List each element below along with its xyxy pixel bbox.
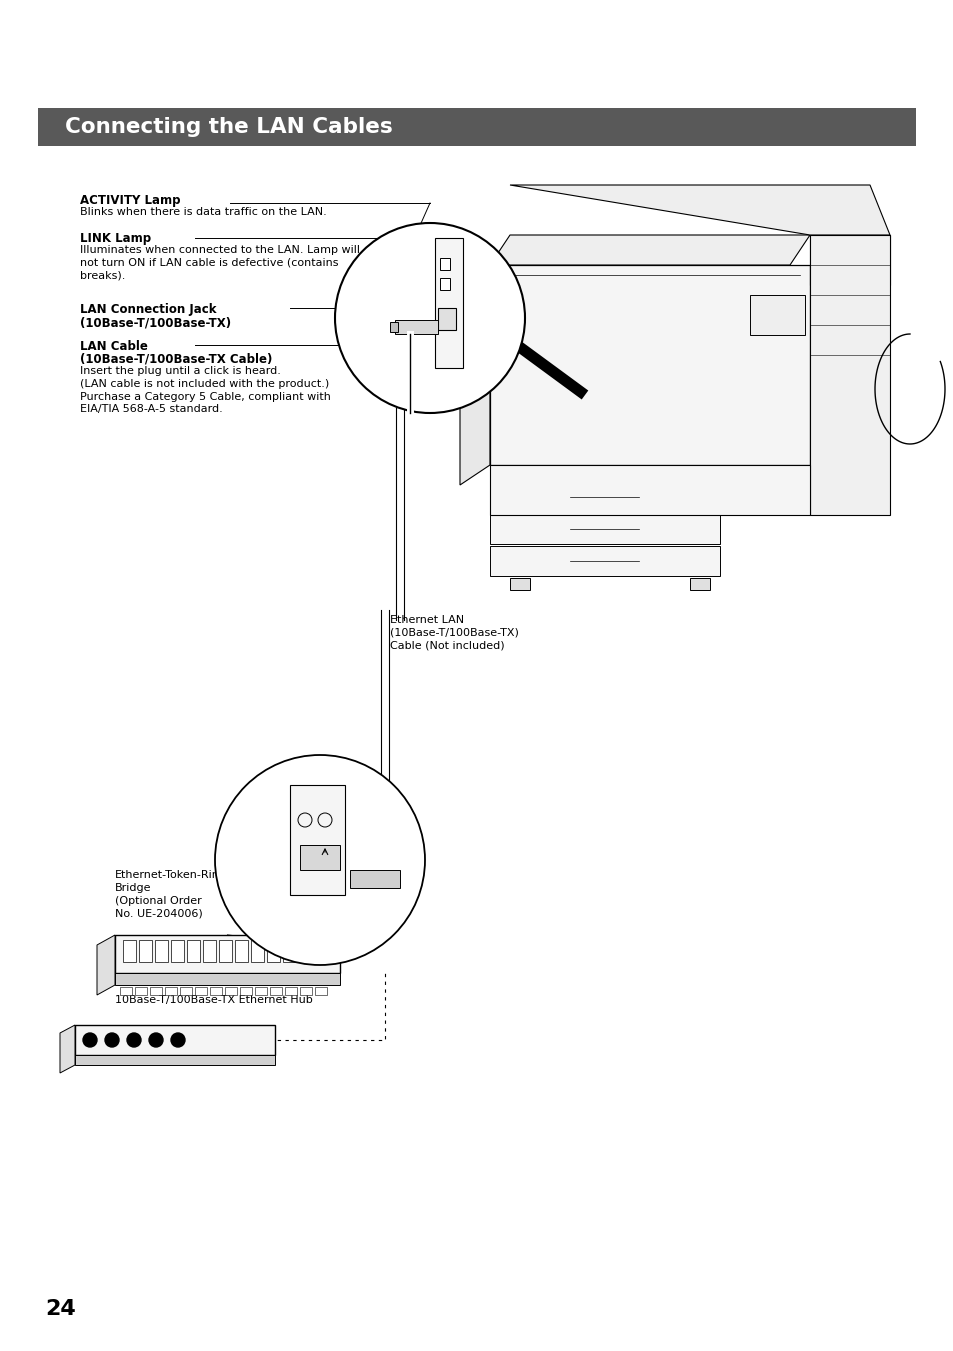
Bar — [234, 940, 248, 962]
Bar — [390, 322, 397, 332]
Circle shape — [105, 1034, 119, 1047]
Bar — [194, 988, 207, 994]
Bar — [135, 988, 147, 994]
Text: LAN Connection Jack: LAN Connection Jack — [80, 303, 216, 316]
Circle shape — [127, 1034, 141, 1047]
Text: Illuminates when connected to the LAN. Lamp will
not turn ON if LAN cable is def: Illuminates when connected to the LAN. L… — [80, 245, 359, 281]
Bar — [299, 844, 339, 870]
Bar — [75, 1055, 274, 1065]
Bar — [210, 988, 222, 994]
Bar — [240, 988, 252, 994]
Bar — [180, 988, 192, 994]
Bar — [150, 988, 162, 994]
Circle shape — [83, 1034, 97, 1047]
Bar — [299, 988, 312, 994]
Text: LAN Cable: LAN Cable — [80, 340, 148, 353]
Bar — [154, 940, 168, 962]
Polygon shape — [60, 1025, 75, 1073]
Bar — [254, 988, 267, 994]
Polygon shape — [809, 235, 889, 285]
Bar — [437, 308, 456, 330]
Bar — [689, 578, 709, 590]
Bar — [225, 988, 236, 994]
Text: Ethernet LAN
(10Base-T/100Base-TX)
Cable (Not included): Ethernet LAN (10Base-T/100Base-TX) Cable… — [390, 615, 518, 651]
Bar — [203, 940, 215, 962]
Bar — [187, 940, 200, 962]
Bar — [270, 988, 282, 994]
Polygon shape — [510, 185, 889, 235]
Bar — [251, 940, 264, 962]
Bar — [395, 320, 437, 334]
Text: Connecting the LAN Cables: Connecting the LAN Cables — [65, 118, 393, 136]
Bar — [510, 578, 530, 590]
Bar — [115, 973, 339, 985]
Bar — [490, 513, 720, 544]
Bar — [490, 265, 809, 465]
Text: (10Base-T/100Base-TX Cable): (10Base-T/100Base-TX Cable) — [80, 353, 273, 366]
Polygon shape — [490, 235, 809, 265]
Circle shape — [149, 1034, 163, 1047]
Bar — [120, 988, 132, 994]
Bar — [298, 940, 312, 962]
Bar — [439, 258, 450, 270]
Bar — [350, 870, 399, 888]
Bar — [749, 295, 804, 335]
Bar — [290, 785, 345, 894]
Bar — [283, 940, 295, 962]
Circle shape — [501, 327, 507, 332]
Bar — [267, 940, 280, 962]
Bar — [809, 235, 889, 515]
Text: Ethernet-Token-Ring
Bridge
(Optional Order
No. UE-204006): Ethernet-Token-Ring Bridge (Optional Ord… — [115, 870, 227, 919]
Circle shape — [214, 755, 424, 965]
Bar — [115, 935, 339, 973]
Text: Insert the plug until a click is heard.
(LAN cable is not included with the prod: Insert the plug until a click is heard. … — [80, 366, 331, 415]
Bar — [171, 940, 184, 962]
Bar — [123, 940, 136, 962]
Bar — [490, 450, 720, 480]
Bar — [314, 988, 327, 994]
Text: Blinks when there is data traffic on the LAN.: Blinks when there is data traffic on the… — [80, 207, 327, 218]
Circle shape — [501, 342, 507, 349]
Circle shape — [335, 223, 524, 413]
Polygon shape — [97, 935, 115, 994]
Bar — [139, 940, 152, 962]
Polygon shape — [459, 265, 490, 485]
Circle shape — [501, 312, 507, 317]
Bar — [490, 482, 720, 512]
Bar — [435, 238, 462, 367]
Text: 10Base-T/100Base-TX Ethernet Hub: 10Base-T/100Base-TX Ethernet Hub — [115, 994, 313, 1005]
Bar — [314, 940, 328, 962]
Text: (10Base-T/100Base-TX): (10Base-T/100Base-TX) — [80, 316, 231, 330]
Text: ACTIVITY Lamp: ACTIVITY Lamp — [80, 195, 180, 207]
Bar — [75, 1025, 274, 1055]
Bar — [490, 546, 720, 576]
Bar — [439, 278, 450, 290]
Bar — [165, 988, 177, 994]
Bar — [219, 940, 232, 962]
Bar — [490, 465, 809, 515]
Text: LINK Lamp: LINK Lamp — [80, 232, 151, 245]
Bar — [285, 988, 296, 994]
Bar — [38, 108, 915, 146]
Text: 24: 24 — [45, 1300, 75, 1319]
Circle shape — [171, 1034, 185, 1047]
